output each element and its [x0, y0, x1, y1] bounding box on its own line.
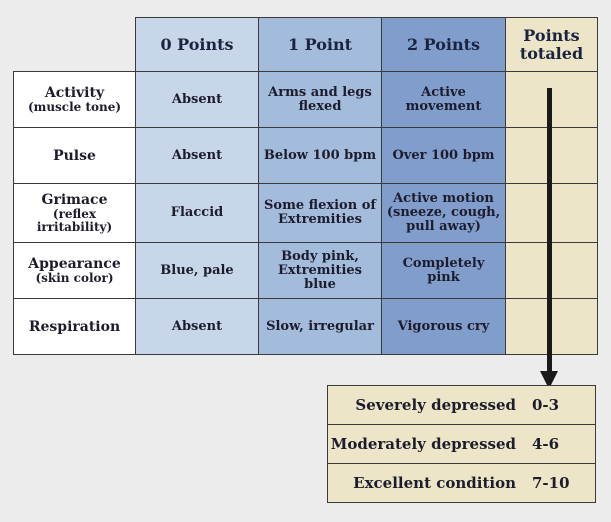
- header-points-totaled: Points totaled: [505, 17, 598, 72]
- row-label-respiration: Respiration: [13, 298, 136, 355]
- header-1-point: 1 Point: [258, 17, 382, 72]
- row-label: Appearance: [28, 256, 121, 272]
- apgar-score-table: 0 Points 1 Point 2 Points Points totaled …: [13, 17, 598, 355]
- row-label-pulse: Pulse: [13, 127, 136, 184]
- cell-1-point: Some flexion of Extremities: [258, 183, 382, 243]
- cell-line: flexed: [298, 98, 342, 114]
- cell-1-point: Arms and legs flexed: [258, 71, 382, 128]
- table-row: Pulse Absent Below 100 bpm Over 100 bpm: [13, 127, 598, 184]
- row-label: Grimace: [41, 192, 108, 208]
- cell-1-point: Slow, irregular: [258, 298, 382, 355]
- cell-line: pull away): [406, 219, 481, 234]
- cell-0-points: Absent: [135, 298, 259, 355]
- score-results-table: Severely depressed 0-3 Moderately depres…: [327, 385, 596, 503]
- result-label: Excellent condition: [327, 463, 526, 503]
- cell-2-points: Over 100 bpm: [381, 127, 506, 184]
- header-points-line2: totaled: [519, 43, 584, 63]
- cell-line: Active: [421, 84, 466, 100]
- row-label: Respiration: [28, 318, 121, 335]
- result-range: 0-3: [526, 385, 596, 425]
- row-sublabel: (muscle tone): [27, 100, 122, 114]
- row-label-activity: Activity (muscle tone): [13, 71, 136, 128]
- header-2-points: 2 Points: [381, 17, 506, 72]
- result-label: Severely depressed: [327, 385, 526, 425]
- cell-line: movement: [405, 98, 482, 114]
- result-label: Moderately depressed: [327, 424, 526, 464]
- cell-line: Extremities blue: [277, 262, 362, 292]
- result-row: Moderately depressed 4-6: [327, 424, 596, 464]
- header-row: 0 Points 1 Point 2 Points Points totaled: [14, 17, 598, 72]
- header-0-points: 0 Points: [135, 17, 259, 72]
- row-sublabel: (reflex irritability): [36, 207, 113, 234]
- row-label: Pulse: [53, 147, 96, 164]
- cell-2-points: Completely pink: [381, 242, 506, 299]
- table-row: Activity (muscle tone) Absent Arms and le…: [13, 71, 598, 128]
- table-row: Appearance (skin color) Blue, pale Body p…: [13, 242, 598, 299]
- cell-0-points: Absent: [135, 71, 259, 128]
- arrow-down-icon: [540, 371, 558, 389]
- result-row: Severely depressed 0-3: [327, 385, 596, 425]
- table-row: Respiration Absent Slow, irregular Vigor…: [13, 298, 598, 355]
- row-label: Activity: [44, 85, 105, 101]
- cell-0-points: Blue, pale: [135, 242, 259, 299]
- cell-2-points: Active movement: [381, 71, 506, 128]
- cell-2-points: Vigorous cry: [381, 298, 506, 355]
- result-range: 7-10: [526, 463, 596, 503]
- cell-line: Body pink,: [281, 248, 359, 264]
- result-range: 4-6: [526, 424, 596, 464]
- cell-line: Active motion: [393, 191, 494, 206]
- header-points-line1: Points: [523, 25, 580, 45]
- row-sublabel: (skin color): [35, 271, 114, 285]
- cell-line: (sneeze, cough,: [386, 205, 501, 220]
- arrow-line: [547, 88, 552, 373]
- cell-1-point: Body pink, Extremities blue: [258, 242, 382, 299]
- cell-2-points: Active motion (sneeze, cough, pull away): [381, 183, 506, 243]
- cell-line: pink: [427, 269, 460, 285]
- cell-line: Extremities: [277, 212, 362, 227]
- result-row: Excellent condition 7-10: [327, 463, 596, 503]
- cell-0-points: Flaccid: [135, 183, 259, 243]
- cell-line: Some flexion of: [264, 198, 376, 213]
- row-label-appearance: Appearance (skin color): [13, 242, 136, 299]
- header-blank-cell: [14, 18, 136, 72]
- row-label-grimace: Grimace (reflex irritability): [13, 183, 136, 243]
- cell-line: Completely: [402, 255, 485, 271]
- cell-0-points: Absent: [135, 127, 259, 184]
- table-row: Grimace (reflex irritability) Flaccid Som…: [13, 183, 598, 243]
- cell-1-point: Below 100 bpm: [258, 127, 382, 184]
- cell-line: Arms and legs: [268, 84, 372, 100]
